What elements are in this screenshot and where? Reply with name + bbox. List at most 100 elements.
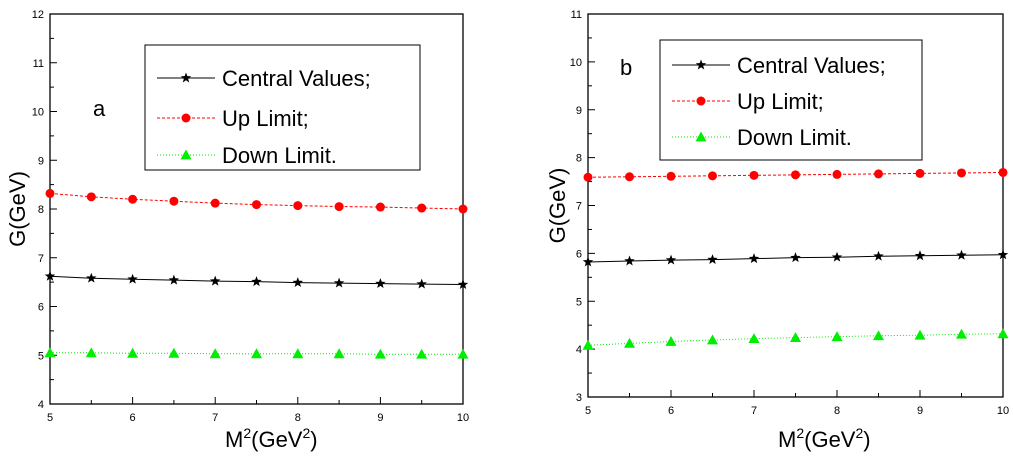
- data-point: [252, 200, 261, 210]
- data-point: [375, 278, 386, 289]
- x-axis-label-part: M: [225, 427, 243, 452]
- y-tick-label: 10: [570, 57, 582, 69]
- data-point: [333, 277, 345, 288]
- data-point: [831, 331, 843, 342]
- data-point: [168, 347, 180, 358]
- x-axis-label: M2(GeV2): [225, 425, 318, 452]
- data-point: [251, 276, 262, 287]
- y-tick-label: 10: [32, 107, 44, 119]
- legend-marker: [180, 72, 192, 83]
- data-point: [374, 348, 386, 359]
- data-point: [707, 334, 718, 345]
- data-point: [832, 169, 842, 179]
- data-point: [748, 333, 760, 343]
- x-tick-label: 7: [751, 405, 757, 417]
- series-triangle: [582, 328, 1009, 350]
- data-point: [583, 172, 593, 182]
- data-point: [582, 256, 594, 267]
- data-point: [457, 348, 469, 359]
- legend-marker: [180, 149, 192, 160]
- y-tick-label: 5: [38, 350, 44, 362]
- x-tick-label: 6: [130, 412, 136, 424]
- x-axis-label-part: 2: [243, 425, 251, 441]
- x-tick-label: 10: [997, 405, 1009, 417]
- series-circle: [583, 167, 1008, 182]
- data-point: [708, 171, 717, 181]
- y-axis-label: G(GeV): [545, 168, 570, 244]
- legend-label: Central Values;: [737, 53, 886, 78]
- data-point: [998, 167, 1008, 177]
- series-star: [44, 270, 469, 290]
- x-axis-label-part: 2: [855, 425, 863, 441]
- data-point: [707, 254, 718, 265]
- data-point: [168, 274, 180, 285]
- data-point: [791, 170, 800, 180]
- data-point: [915, 168, 925, 178]
- data-point: [334, 202, 344, 212]
- data-point: [624, 255, 635, 266]
- data-point: [45, 188, 55, 198]
- x-tick-label: 6: [668, 405, 674, 417]
- data-point: [169, 196, 179, 206]
- x-tick-label: 10: [457, 412, 469, 424]
- data-point: [874, 169, 883, 179]
- data-point: [85, 347, 97, 358]
- data-point: [997, 249, 1009, 260]
- data-point: [333, 348, 345, 359]
- x-tick-label: 9: [917, 405, 923, 417]
- legend-label: Up Limit;: [222, 106, 309, 131]
- x-axis-label-part: 2: [796, 425, 804, 441]
- y-axis-label: G(GeV): [5, 171, 30, 247]
- data-point: [457, 279, 469, 290]
- y-tick-label: 9: [576, 105, 582, 117]
- x-axis-label-part: (GeV: [804, 427, 856, 452]
- legend-marker: [695, 59, 707, 70]
- y-tick-label: 3: [576, 392, 582, 404]
- data-point: [790, 332, 801, 343]
- x-tick-label: 5: [47, 412, 53, 424]
- y-tick-label: 4: [576, 344, 582, 356]
- x-axis-label: M2(GeV2): [778, 425, 871, 452]
- data-point: [44, 347, 56, 358]
- chart-panel-b: 5 6 7 8 9 10 3 4 5 6 7 8 9 10 11 Central Values; Up Limi…: [545, 9, 1009, 452]
- data-point: [957, 168, 966, 178]
- data-point: [914, 250, 926, 261]
- data-point: [209, 275, 221, 286]
- data-point: [127, 273, 138, 284]
- data-point: [956, 328, 967, 339]
- data-point: [292, 277, 304, 288]
- x-axis-label-part: ): [863, 427, 870, 452]
- y-tick-label: 9: [38, 155, 44, 167]
- x-tick-label: 7: [212, 412, 218, 424]
- data-point: [873, 330, 884, 341]
- legend-label: Central Values;: [222, 66, 371, 91]
- series-triangle: [44, 347, 469, 359]
- panel-label: b: [620, 55, 632, 80]
- data-point: [873, 250, 884, 261]
- legend-box: [144, 44, 421, 171]
- y-tick-label: 8: [38, 204, 44, 216]
- x-axis-label-part: ): [310, 427, 317, 452]
- data-point: [416, 278, 427, 289]
- data-point: [292, 348, 304, 359]
- data-point: [831, 251, 843, 262]
- y-tick-label: 4: [38, 399, 44, 411]
- series-star: [582, 249, 1009, 267]
- data-point: [666, 171, 676, 181]
- data-point: [417, 203, 427, 213]
- legend-label: Down Limit.: [737, 125, 852, 150]
- data-point: [127, 347, 139, 358]
- y-tick-label: 11: [571, 9, 582, 21]
- data-point: [748, 253, 760, 264]
- data-point: [210, 198, 220, 208]
- data-point: [956, 249, 967, 260]
- data-point: [625, 172, 634, 182]
- data-point: [293, 201, 303, 211]
- x-tick-label: 5: [585, 405, 591, 417]
- x-axis-label-part: 2: [302, 425, 310, 441]
- data-point: [914, 329, 926, 340]
- y-tick-label: 7: [38, 253, 44, 265]
- y-tick-label: 8: [576, 153, 582, 165]
